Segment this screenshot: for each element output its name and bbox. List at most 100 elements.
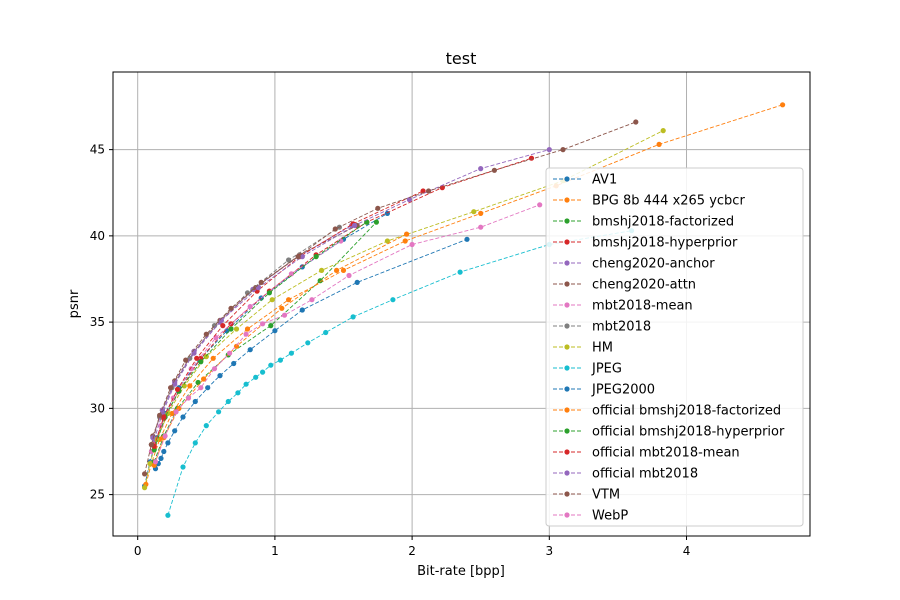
data-point [169,410,175,417]
data-point [161,414,167,420]
legend-marker [564,344,570,350]
legend-marker [564,407,570,413]
x-tick-label: 2 [408,544,416,558]
data-point [402,238,408,244]
series-2 [151,219,379,465]
data-point [299,254,305,260]
data-point [323,329,329,336]
plot-series [142,102,786,518]
data-point [305,340,311,346]
data-point [660,128,666,134]
data-point [277,357,283,363]
data-point [546,147,552,153]
data-point [162,433,168,439]
series-line [144,213,388,487]
series-14 [150,147,552,441]
data-point [243,331,249,337]
data-point [253,374,259,380]
data-point [183,357,189,363]
x-tick-label: 0 [134,544,142,558]
data-point [471,209,477,215]
data-point [211,366,218,372]
data-point [152,459,159,465]
legend-marker [564,197,570,203]
legend-marker [564,176,570,182]
data-point [244,290,251,296]
data-point [268,362,274,368]
data-point [203,423,209,429]
data-point [188,366,194,372]
data-point [295,254,301,260]
legend-label: bmshj2018-hyperprior [592,236,738,251]
data-point [260,321,266,327]
legend-label: BPG 8b 444 x265 ycbcr [592,194,745,209]
data-point [159,407,165,413]
data-point [147,461,153,467]
y-tick-label: 40 [90,229,105,243]
legend-marker [564,281,570,287]
data-point [198,385,204,391]
legend-label: official bmshj2018-hyperprior [592,425,785,440]
data-point [406,197,412,203]
data-point [203,354,209,360]
legend-label: cheng2020-attn [592,278,696,293]
data-point [165,512,171,518]
data-point [338,238,344,244]
legend: AV1 BPG 8b 444 x265 ycbcr bmshj2018-factor… [545,167,804,527]
data-point [260,369,266,375]
data-point [172,379,178,386]
data-point [192,440,198,446]
data-point [173,409,179,415]
legend-label: bmshj2018-factorized [592,215,734,230]
data-point [464,236,470,242]
data-point [174,386,181,392]
data-point [266,290,272,296]
x-tick-label: 3 [545,544,553,558]
legend-marker [564,449,570,455]
series-line [167,230,632,516]
y-tick-label: 30 [90,401,105,415]
series-line [155,238,468,469]
data-point [299,307,305,313]
data-point [258,279,264,285]
data-point [198,359,204,365]
legend-label: official bmshj2018-factorized [592,404,781,419]
data-point [231,360,237,367]
data-point [384,238,390,244]
legend-items: AV1 BPG 8b 444 x265 ycbcr bmshj2018-factor… [553,173,785,524]
data-point [351,222,358,229]
legend-label: AV1 [592,173,617,188]
data-point [269,297,275,303]
series-13 [151,188,426,449]
legend-marker [564,428,570,434]
data-point [373,219,379,225]
legend-label: JPEG [591,362,622,377]
data-point [213,335,219,341]
data-point [225,398,231,405]
data-point [233,343,240,349]
data-point [268,323,274,329]
data-point [633,119,639,125]
y-tick-label: 45 [90,143,105,157]
data-point [235,390,241,396]
data-point [656,141,662,147]
data-point [168,385,174,391]
data-point [181,383,187,389]
legend-marker [564,323,570,329]
data-point [334,267,340,273]
data-point [203,331,209,337]
data-point [272,328,278,334]
data-point [142,485,148,491]
data-point [244,326,251,332]
data-point [150,435,156,441]
legend-marker [564,386,570,392]
data-point [288,271,294,277]
legend-label: mbt2018 [592,320,651,335]
data-point [420,188,426,194]
y-tick-label: 25 [90,488,105,502]
legend-marker [564,302,570,308]
legend-label: mbt2018-mean [592,299,693,314]
legend-marker [564,218,570,224]
data-point [187,383,193,389]
